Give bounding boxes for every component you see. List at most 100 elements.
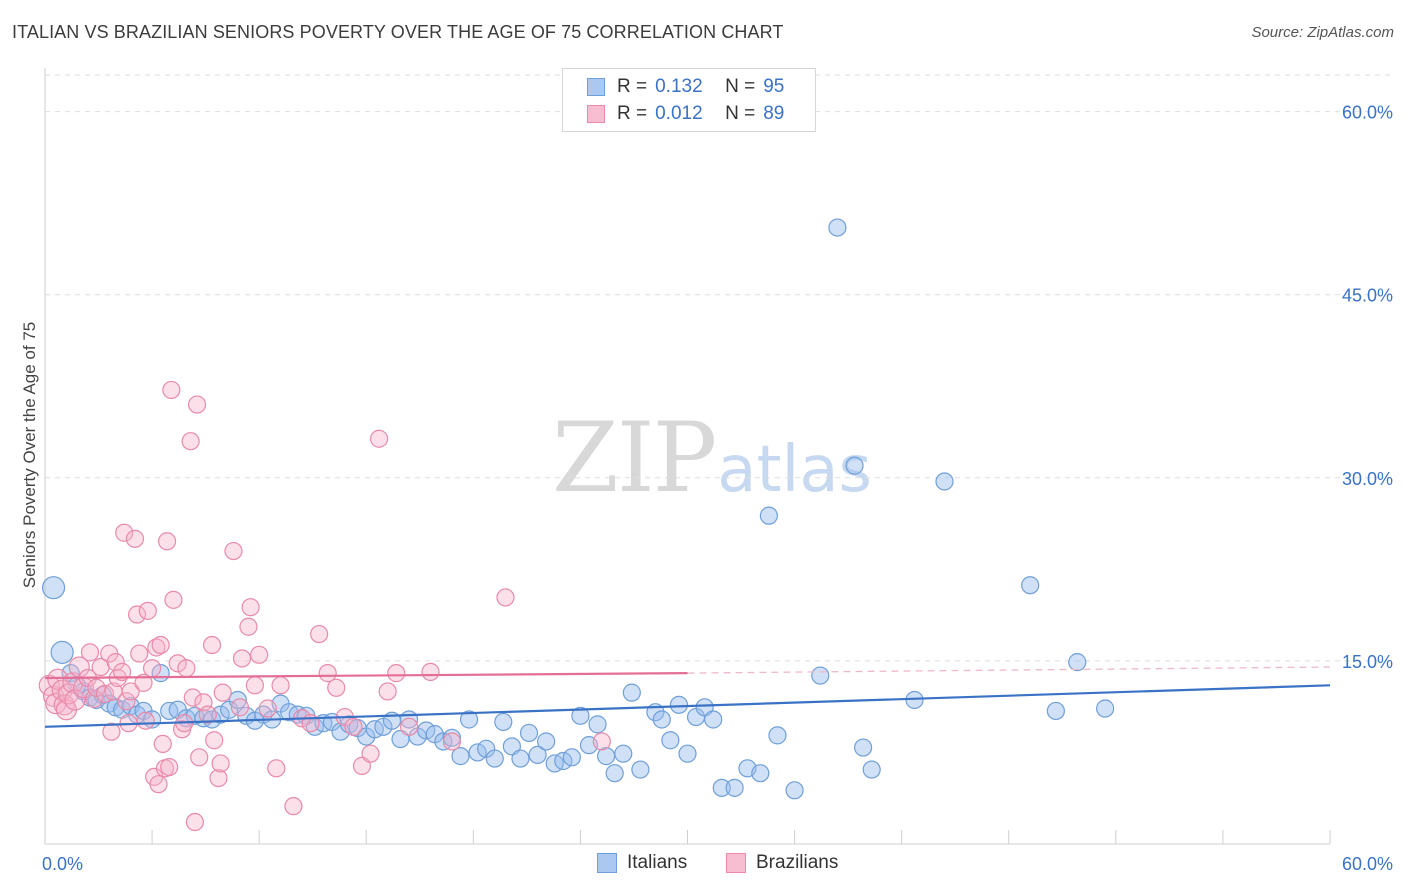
point-brazilians [258,699,277,718]
point-brazilians [185,812,205,832]
y-tick-label: 60.0% [1342,103,1393,123]
point-italians [211,705,230,724]
point-italians [751,764,770,783]
point-brazilians [151,635,170,655]
legend-row-italians: R = 0.132 N = 95 [587,75,784,99]
point-italians [712,778,731,797]
point-italians [652,710,671,729]
chart-title: ITALIAN VS BRAZILIAN SENIORS POVERTY OVE… [12,22,784,42]
legend-n-value: 95 [763,76,785,97]
point-brazilians [318,664,337,683]
point-brazilians [64,689,86,711]
point-italians [562,748,581,767]
point-brazilians [399,717,419,736]
point-brazilians [370,429,389,448]
point-brazilians [327,678,346,697]
point-brazilians [230,698,249,717]
point-brazilians [85,689,104,708]
legend-n-label: N = [725,76,756,97]
point-italians [669,695,689,714]
point-italians [41,576,66,600]
point-brazilians [115,523,134,542]
series-swatch-brazilians [726,853,746,873]
point-italians [519,723,539,743]
point-brazilians [106,653,125,672]
point-italians [494,712,513,732]
point-brazilians [162,380,181,400]
point-brazilians [592,732,611,751]
point-brazilians [344,717,363,736]
series-label-brazilians: Brazilians [756,852,839,873]
point-italians [459,710,479,729]
point-italians [828,218,847,237]
point-italians [1046,701,1065,721]
point-italians [854,738,873,757]
point-brazilians [136,711,155,730]
point-italians [725,778,744,797]
point-brazilians [387,664,406,683]
point-brazilians [157,532,177,551]
point-brazilians [361,744,380,763]
point-brazilians [205,731,224,750]
point-italians [588,715,607,734]
point-brazilians [134,673,153,692]
point-italians [704,710,723,729]
x-tick-label: 60.0% [1342,854,1393,874]
point-brazilians [267,759,286,778]
trendline-brazilians [44,672,688,680]
point-brazilians [102,722,121,741]
point-brazilians [224,541,243,561]
legend-row-brazilians: R = 0.012 N = 89 [587,102,784,126]
point-brazilians [213,683,232,702]
point-brazilians [80,643,100,662]
point-brazilians [250,645,269,664]
point-italians [228,690,247,710]
point-italians [1021,576,1040,595]
series-legend-brazilians: Brazilians [726,852,838,874]
point-brazilians [211,754,230,773]
point-brazilians [149,775,168,794]
legend-n-value: 89 [763,103,785,124]
point-brazilians [284,797,303,816]
point-brazilians [442,732,462,751]
point-brazilians [127,605,147,624]
point-italians [622,683,641,702]
point-brazilians [245,676,264,695]
legend-r-value: 0.132 [655,76,703,97]
point-brazilians [138,601,157,620]
point-brazilians [190,748,209,767]
point-brazilians [177,659,196,678]
point-italians [768,726,787,745]
point-brazilians [130,644,149,663]
point-brazilians [168,654,187,673]
trendline-italians [44,684,1331,728]
point-brazilians [209,768,228,788]
point-italians [678,744,697,763]
point-brazilians [181,432,200,451]
point-italians [785,781,804,800]
legend-swatch-italians [587,78,605,96]
series-legend-italians: Italians [597,852,687,874]
point-italians [935,472,954,491]
point-italians [571,706,590,725]
point-italians [811,666,830,685]
point-italians [50,640,74,664]
point-brazilians [271,676,290,695]
point-italians [1068,653,1087,672]
series-label-italians: Italians [627,852,688,873]
point-brazilians [183,688,202,707]
point-brazilians [142,659,162,678]
point-italians [511,749,530,768]
y-tick-label: 45.0% [1342,286,1393,306]
point-italians [845,456,864,475]
legend-r-label: R = [617,103,648,124]
point-italians [862,760,881,779]
point-italians [759,506,778,525]
point-italians [631,760,650,779]
point-brazilians [202,635,222,655]
x-tick-label: 0.0% [42,854,83,874]
point-brazilians [117,692,136,711]
point-italians [528,745,547,764]
legend-swatch-brazilians [587,105,605,123]
